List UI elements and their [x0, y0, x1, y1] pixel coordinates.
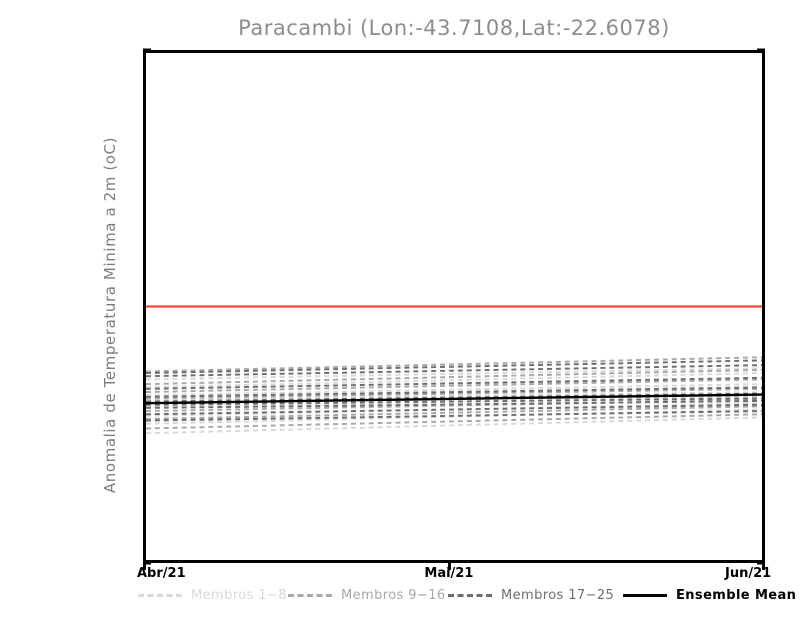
chart-title: Paracambi (Lon:-43.7108,Lat:-22.6078) [238, 16, 670, 40]
member-line [146, 391, 762, 401]
x-tick-mark [447, 563, 451, 570]
chart-legend: Membros 1−8 Membros 9−16 Membros 17−25 Ense… [0, 586, 800, 608]
x-tick-mark [143, 563, 146, 570]
member-line [146, 403, 762, 416]
legend-item[interactable]: Membros 17−25 [448, 586, 614, 604]
member-line [146, 386, 762, 398]
legend-item[interactable]: Ensemble Mean [623, 586, 796, 604]
member-line [146, 368, 762, 386]
member-line [146, 395, 762, 408]
x-tick-mark [762, 563, 765, 570]
ensemble-lines-group [146, 305, 762, 435]
member-line [146, 356, 762, 373]
legend-item[interactable]: Membros 1−8 [138, 586, 287, 604]
y-tick-mark [143, 561, 151, 565]
plot-area [143, 50, 765, 563]
legend-label: Ensemble Mean [676, 587, 797, 603]
ensemble-mean-line [146, 393, 762, 405]
member-line [146, 413, 762, 430]
legend-label: Membros 1−8 [191, 587, 287, 603]
y-axis-label: Anomalia de Temperatura Minima a 2m (oC) [101, 136, 119, 494]
legend-swatch-dashed-line [138, 593, 182, 597]
legend-swatch-dashed-line [448, 593, 492, 597]
x-tick-label: Jun/21 [725, 566, 772, 581]
member-line [146, 416, 762, 435]
legend-label: Membros 9−16 [341, 587, 446, 603]
member-line [146, 378, 762, 394]
member-line [146, 408, 762, 425]
legend-swatch-dashed-line [288, 593, 332, 597]
member-line [146, 372, 762, 389]
member-line [146, 367, 762, 381]
member-line [146, 405, 762, 420]
member-line [146, 383, 762, 397]
member-line [146, 387, 762, 400]
member-line [146, 364, 762, 378]
member-line [146, 376, 762, 390]
legend-swatch-solid-line [623, 593, 667, 597]
x-tick-label: Mai/21 [424, 566, 474, 581]
legend-item[interactable]: Membros 9−16 [288, 586, 446, 604]
x-tick-label: Abr/21 [137, 566, 186, 581]
member-line [146, 402, 762, 417]
member-line [146, 399, 762, 409]
member-line [146, 397, 762, 406]
member-line [146, 359, 762, 375]
member-line [146, 392, 762, 403]
legend-label: Membros 17−25 [501, 587, 615, 603]
member-line [146, 398, 762, 413]
y-tick-mark [757, 561, 765, 565]
member-line [146, 410, 762, 422]
